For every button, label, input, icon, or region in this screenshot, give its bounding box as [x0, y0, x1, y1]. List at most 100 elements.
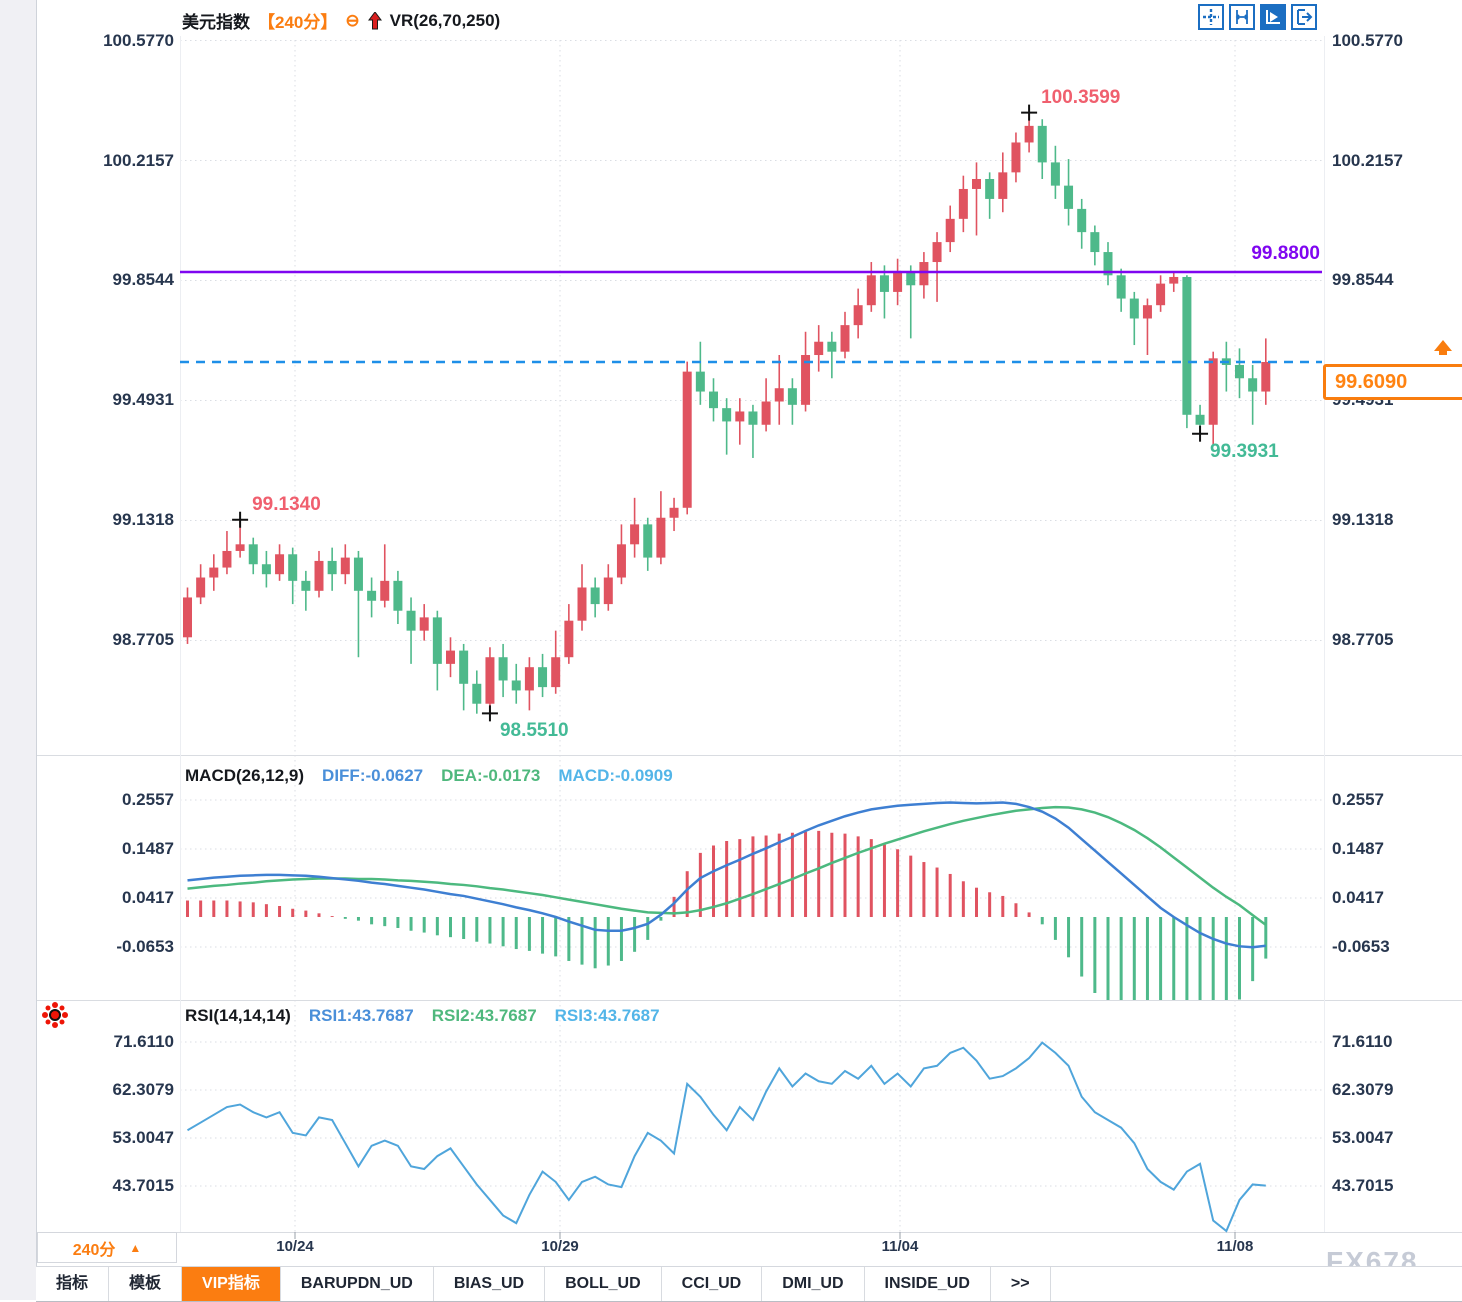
- price-axis-label-right: 99.1318: [1332, 510, 1394, 530]
- price-axis-label-left: 99.4931: [112, 390, 174, 410]
- candle-body: [196, 577, 206, 598]
- candle-body: [1182, 276, 1192, 415]
- last-price-arrow-icon: [1434, 340, 1452, 355]
- macd-axis-label-right: 0.2557: [1332, 790, 1384, 809]
- macd-axis-label-left: 0.2557: [122, 790, 174, 809]
- macd-axis-label-right: 0.0417: [1332, 888, 1384, 907]
- price-axis-label-left: 100.5770: [103, 30, 174, 50]
- indicator-tab-6[interactable]: BOLL_UD: [545, 1267, 662, 1301]
- overlay-indicator-label: VR(26,70,250): [389, 10, 501, 30]
- candle-body: [1090, 232, 1100, 253]
- candle-body: [906, 271, 916, 286]
- candle-body: [1208, 358, 1218, 425]
- candle-body: [643, 524, 653, 558]
- candle-body: [367, 590, 377, 601]
- candle-body: [919, 262, 929, 286]
- indicator-tabbar: 指标 模板 VIP指标 BARUPDN_UD BIAS_UD BOLL_UD CCI_UD D…: [36, 1266, 1462, 1302]
- rsi3-value: RSI3:43.7687: [554, 1006, 660, 1025]
- indicator-tab-3[interactable]: VIP指标: [182, 1267, 281, 1301]
- candle-body: [327, 560, 337, 575]
- red-up-arrow-icon: [367, 10, 382, 30]
- candle-body: [735, 411, 745, 422]
- crosshair-pan-icon[interactable]: [1198, 4, 1224, 30]
- candle-body: [1235, 364, 1244, 379]
- candle-body: [669, 507, 679, 518]
- candle-body: [958, 188, 968, 219]
- candle-body: [340, 557, 350, 575]
- candle-body: [353, 557, 363, 591]
- indicator-tab-9[interactable]: INSIDE_UD: [865, 1267, 991, 1301]
- candle-body: [275, 554, 285, 575]
- date-label: 10/24: [276, 1238, 314, 1255]
- candle-body: [1037, 125, 1047, 163]
- candle-body: [432, 617, 442, 664]
- candle-body: [1024, 125, 1034, 143]
- candle-body: [879, 275, 889, 292]
- candle-body: [209, 567, 219, 578]
- indicator-tab-7[interactable]: CCI_UD: [662, 1267, 763, 1301]
- play-scale-icon[interactable]: [1260, 4, 1286, 30]
- indicator-tab-2[interactable]: 模板: [109, 1267, 183, 1301]
- candle-body: [998, 172, 1008, 199]
- rsi2-value: RSI2:43.7687: [431, 1006, 537, 1025]
- chart-toolbar: [1198, 4, 1317, 30]
- indicator-tab-8[interactable]: DMI_UD: [762, 1267, 865, 1301]
- indicator-tab-5[interactable]: BIAS_UD: [434, 1267, 546, 1301]
- rsi-axis-label-right: 53.0047: [1332, 1128, 1394, 1147]
- period-badge[interactable]: 【240分】: [258, 13, 338, 32]
- candle-body: [577, 587, 587, 621]
- period-selector[interactable]: 240分 ▲: [37, 1232, 177, 1263]
- candle-body: [538, 667, 548, 688]
- rsi-axis-label-right: 43.7015: [1332, 1176, 1394, 1195]
- candle-body: [656, 517, 666, 558]
- extreme-price-label: 98.5510: [499, 720, 569, 742]
- price-axis-label-left: 99.1318: [112, 510, 174, 530]
- candle-body: [524, 667, 534, 691]
- candle-body: [380, 580, 390, 601]
- triangle-up-icon: ▲: [129, 1240, 142, 1255]
- price-axis-label-left: 98.7705: [112, 630, 174, 650]
- candle-body: [932, 242, 942, 263]
- candle-body: [945, 218, 955, 243]
- rsi-axis-label-left: 53.0047: [112, 1128, 174, 1147]
- rsi-legend: RSI(14,14,14) RSI1:43.7687 RSI2:43.7687 …: [185, 1006, 660, 1026]
- indicator-tab-1[interactable]: 指标: [36, 1267, 110, 1301]
- candle-body: [761, 401, 771, 425]
- zoom-out-icon[interactable]: ⊖: [345, 10, 360, 30]
- candle-body: [564, 620, 574, 658]
- candle-body: [1011, 142, 1021, 173]
- price-axis-label-right: 100.5770: [1332, 30, 1403, 50]
- candle-body: [893, 271, 903, 292]
- candle-body: [1129, 298, 1139, 319]
- candle-body: [314, 560, 324, 591]
- rsi-line: [186, 1041, 1266, 1233]
- candle-body: [459, 650, 469, 684]
- candle-body: [511, 680, 521, 691]
- candle-body: [1116, 275, 1126, 299]
- rsi-axis-label-left: 71.6110: [113, 1032, 174, 1051]
- indicator-tab-4[interactable]: BARUPDN_UD: [281, 1267, 434, 1301]
- exit-right-icon[interactable]: [1291, 4, 1317, 30]
- date-label: 11/08: [1216, 1238, 1254, 1255]
- sun-indicator-icon[interactable]: [44, 1004, 66, 1026]
- price-axis-label-right: 99.8544: [1332, 270, 1394, 290]
- rsi-axis-label-right: 71.6110: [1332, 1032, 1393, 1051]
- macd-legend: MACD(26,12,9) DIFF:-0.0627 DEA:-0.0173 M…: [185, 766, 673, 786]
- macd-axis-label-left: 0.0417: [122, 888, 174, 907]
- candle-body: [814, 341, 824, 356]
- symbol-title: 美元指数: [182, 13, 250, 32]
- candle-body: [1169, 276, 1179, 284]
- axis-scale-icon[interactable]: [1229, 4, 1255, 30]
- candle-body: [709, 391, 718, 409]
- candle-body: [248, 544, 258, 565]
- indicator-tab-10[interactable]: >>: [991, 1267, 1051, 1301]
- macd-diff-value: DIFF:-0.0627: [322, 766, 424, 785]
- price-axis-label-left: 99.8544: [112, 270, 174, 290]
- candle-body: [301, 580, 311, 591]
- date-label: 10/29: [541, 1238, 579, 1255]
- macd-diff-line: [187, 801, 1266, 949]
- candle-body: [590, 587, 600, 605]
- macd-dea-line: [187, 805, 1267, 926]
- candle-body: [1142, 305, 1152, 319]
